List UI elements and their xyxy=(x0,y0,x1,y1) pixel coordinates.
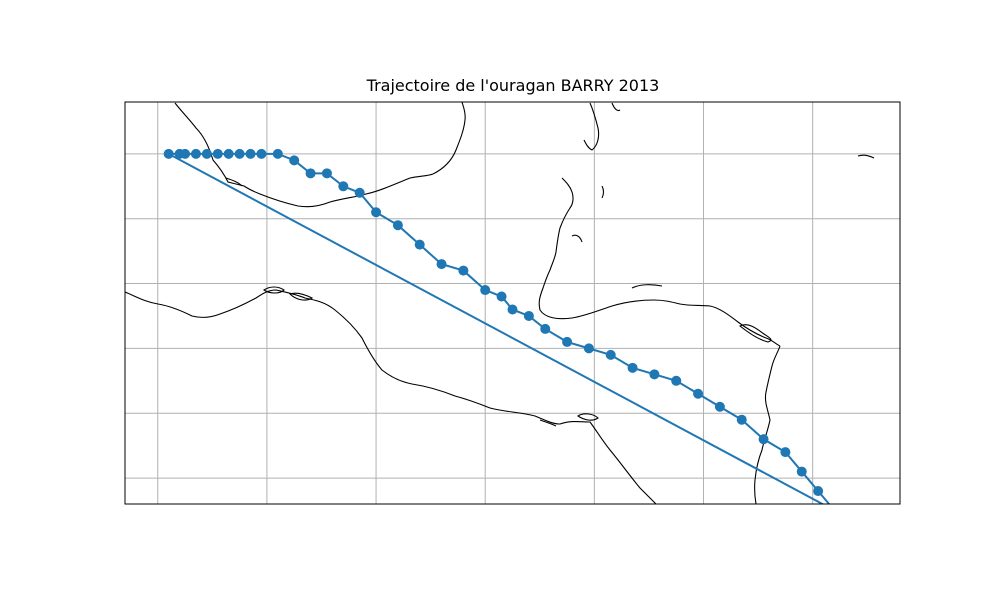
track-point xyxy=(496,291,507,302)
track-point xyxy=(414,239,425,250)
track-point xyxy=(796,466,807,477)
chart-title: Trajectoire de l'ouragan BARRY 2013 xyxy=(366,76,660,95)
track-point xyxy=(758,434,769,445)
coastline-honduras xyxy=(754,345,781,504)
track-point xyxy=(583,343,594,354)
coastline-florida xyxy=(583,102,600,151)
coastline-pacific xyxy=(125,289,657,504)
track-point xyxy=(780,447,791,458)
track-point xyxy=(693,388,704,399)
track-point xyxy=(540,323,551,334)
track-point xyxy=(223,148,234,159)
map-frame xyxy=(124,101,901,505)
track-point xyxy=(245,148,256,159)
track-point xyxy=(256,148,267,159)
track-point xyxy=(813,486,824,497)
island-1 xyxy=(263,286,285,294)
track-point xyxy=(190,148,201,159)
track-point xyxy=(562,336,573,347)
island-9 xyxy=(225,177,243,187)
island-7 xyxy=(571,234,583,243)
track-point xyxy=(180,148,191,159)
track-line xyxy=(168,152,831,504)
island-5 xyxy=(577,413,599,421)
track-point xyxy=(272,148,283,159)
track-point xyxy=(627,362,638,373)
island-6 xyxy=(857,154,875,159)
island-2 xyxy=(288,292,314,301)
track-point xyxy=(305,168,316,179)
gridlines xyxy=(125,102,900,504)
track-point xyxy=(671,375,682,386)
island-10 xyxy=(539,419,557,427)
coastlines xyxy=(125,102,875,504)
track-point xyxy=(830,505,840,515)
track-point xyxy=(234,148,245,159)
island-4 xyxy=(738,324,772,343)
track-layer xyxy=(163,148,840,515)
track-point xyxy=(212,148,223,159)
track-point xyxy=(201,148,212,159)
track-point xyxy=(163,148,174,159)
coastline-gulf-west xyxy=(174,102,434,208)
coastline-gulf-north xyxy=(432,102,466,175)
track-point xyxy=(354,187,365,198)
track-point xyxy=(392,220,403,231)
coastline-cuba-west xyxy=(611,102,621,112)
track-point xyxy=(458,265,469,276)
track-point xyxy=(605,349,616,360)
track-point xyxy=(649,369,660,380)
island-8 xyxy=(601,185,605,199)
coastline-yucatan xyxy=(538,177,781,347)
track-point xyxy=(321,168,332,179)
island-3 xyxy=(631,284,663,289)
track-point xyxy=(436,259,447,270)
track-point xyxy=(523,310,534,321)
track-point xyxy=(480,285,491,296)
track-point xyxy=(289,155,300,166)
track-point xyxy=(371,207,382,218)
track-point xyxy=(736,414,747,425)
track-point xyxy=(507,304,518,315)
track-point xyxy=(714,401,725,412)
track-point xyxy=(338,181,349,192)
